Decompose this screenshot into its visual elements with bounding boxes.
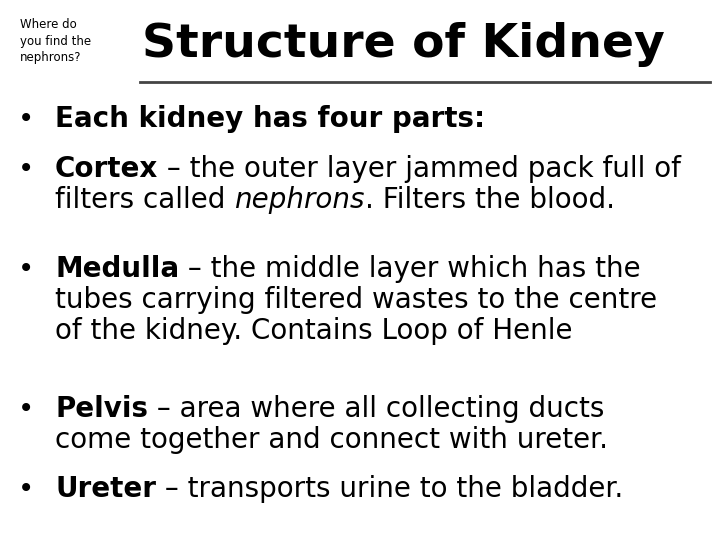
Text: Each kidney has four parts:: Each kidney has four parts:	[55, 105, 485, 133]
Text: . Filters the blood.: . Filters the blood.	[365, 186, 615, 214]
Text: •: •	[18, 155, 35, 183]
Text: Pelvis: Pelvis	[55, 395, 148, 423]
Text: come together and connect with ureter.: come together and connect with ureter.	[55, 426, 608, 454]
Text: – the outer layer jammed pack full of: – the outer layer jammed pack full of	[158, 155, 681, 183]
Text: Structure of Kidney: Structure of Kidney	[142, 22, 665, 67]
Text: Ureter: Ureter	[55, 475, 156, 503]
Text: of the kidney. Contains Loop of Henle: of the kidney. Contains Loop of Henle	[55, 317, 572, 345]
Text: •: •	[18, 475, 35, 503]
Text: – area where all collecting ducts: – area where all collecting ducts	[148, 395, 604, 423]
Text: tubes carrying filtered wastes to the centre: tubes carrying filtered wastes to the ce…	[55, 286, 657, 314]
Text: Where do
you find the
nephrons?: Where do you find the nephrons?	[20, 18, 91, 64]
Text: Medulla: Medulla	[55, 255, 179, 283]
Text: – transports urine to the bladder.: – transports urine to the bladder.	[156, 475, 624, 503]
Text: Cortex: Cortex	[55, 155, 158, 183]
Text: •: •	[18, 105, 35, 133]
Text: •: •	[18, 255, 35, 283]
Text: •: •	[18, 395, 35, 423]
Text: filters called: filters called	[55, 186, 234, 214]
Text: nephrons: nephrons	[234, 186, 365, 214]
Text: – the middle layer which has the: – the middle layer which has the	[179, 255, 641, 283]
